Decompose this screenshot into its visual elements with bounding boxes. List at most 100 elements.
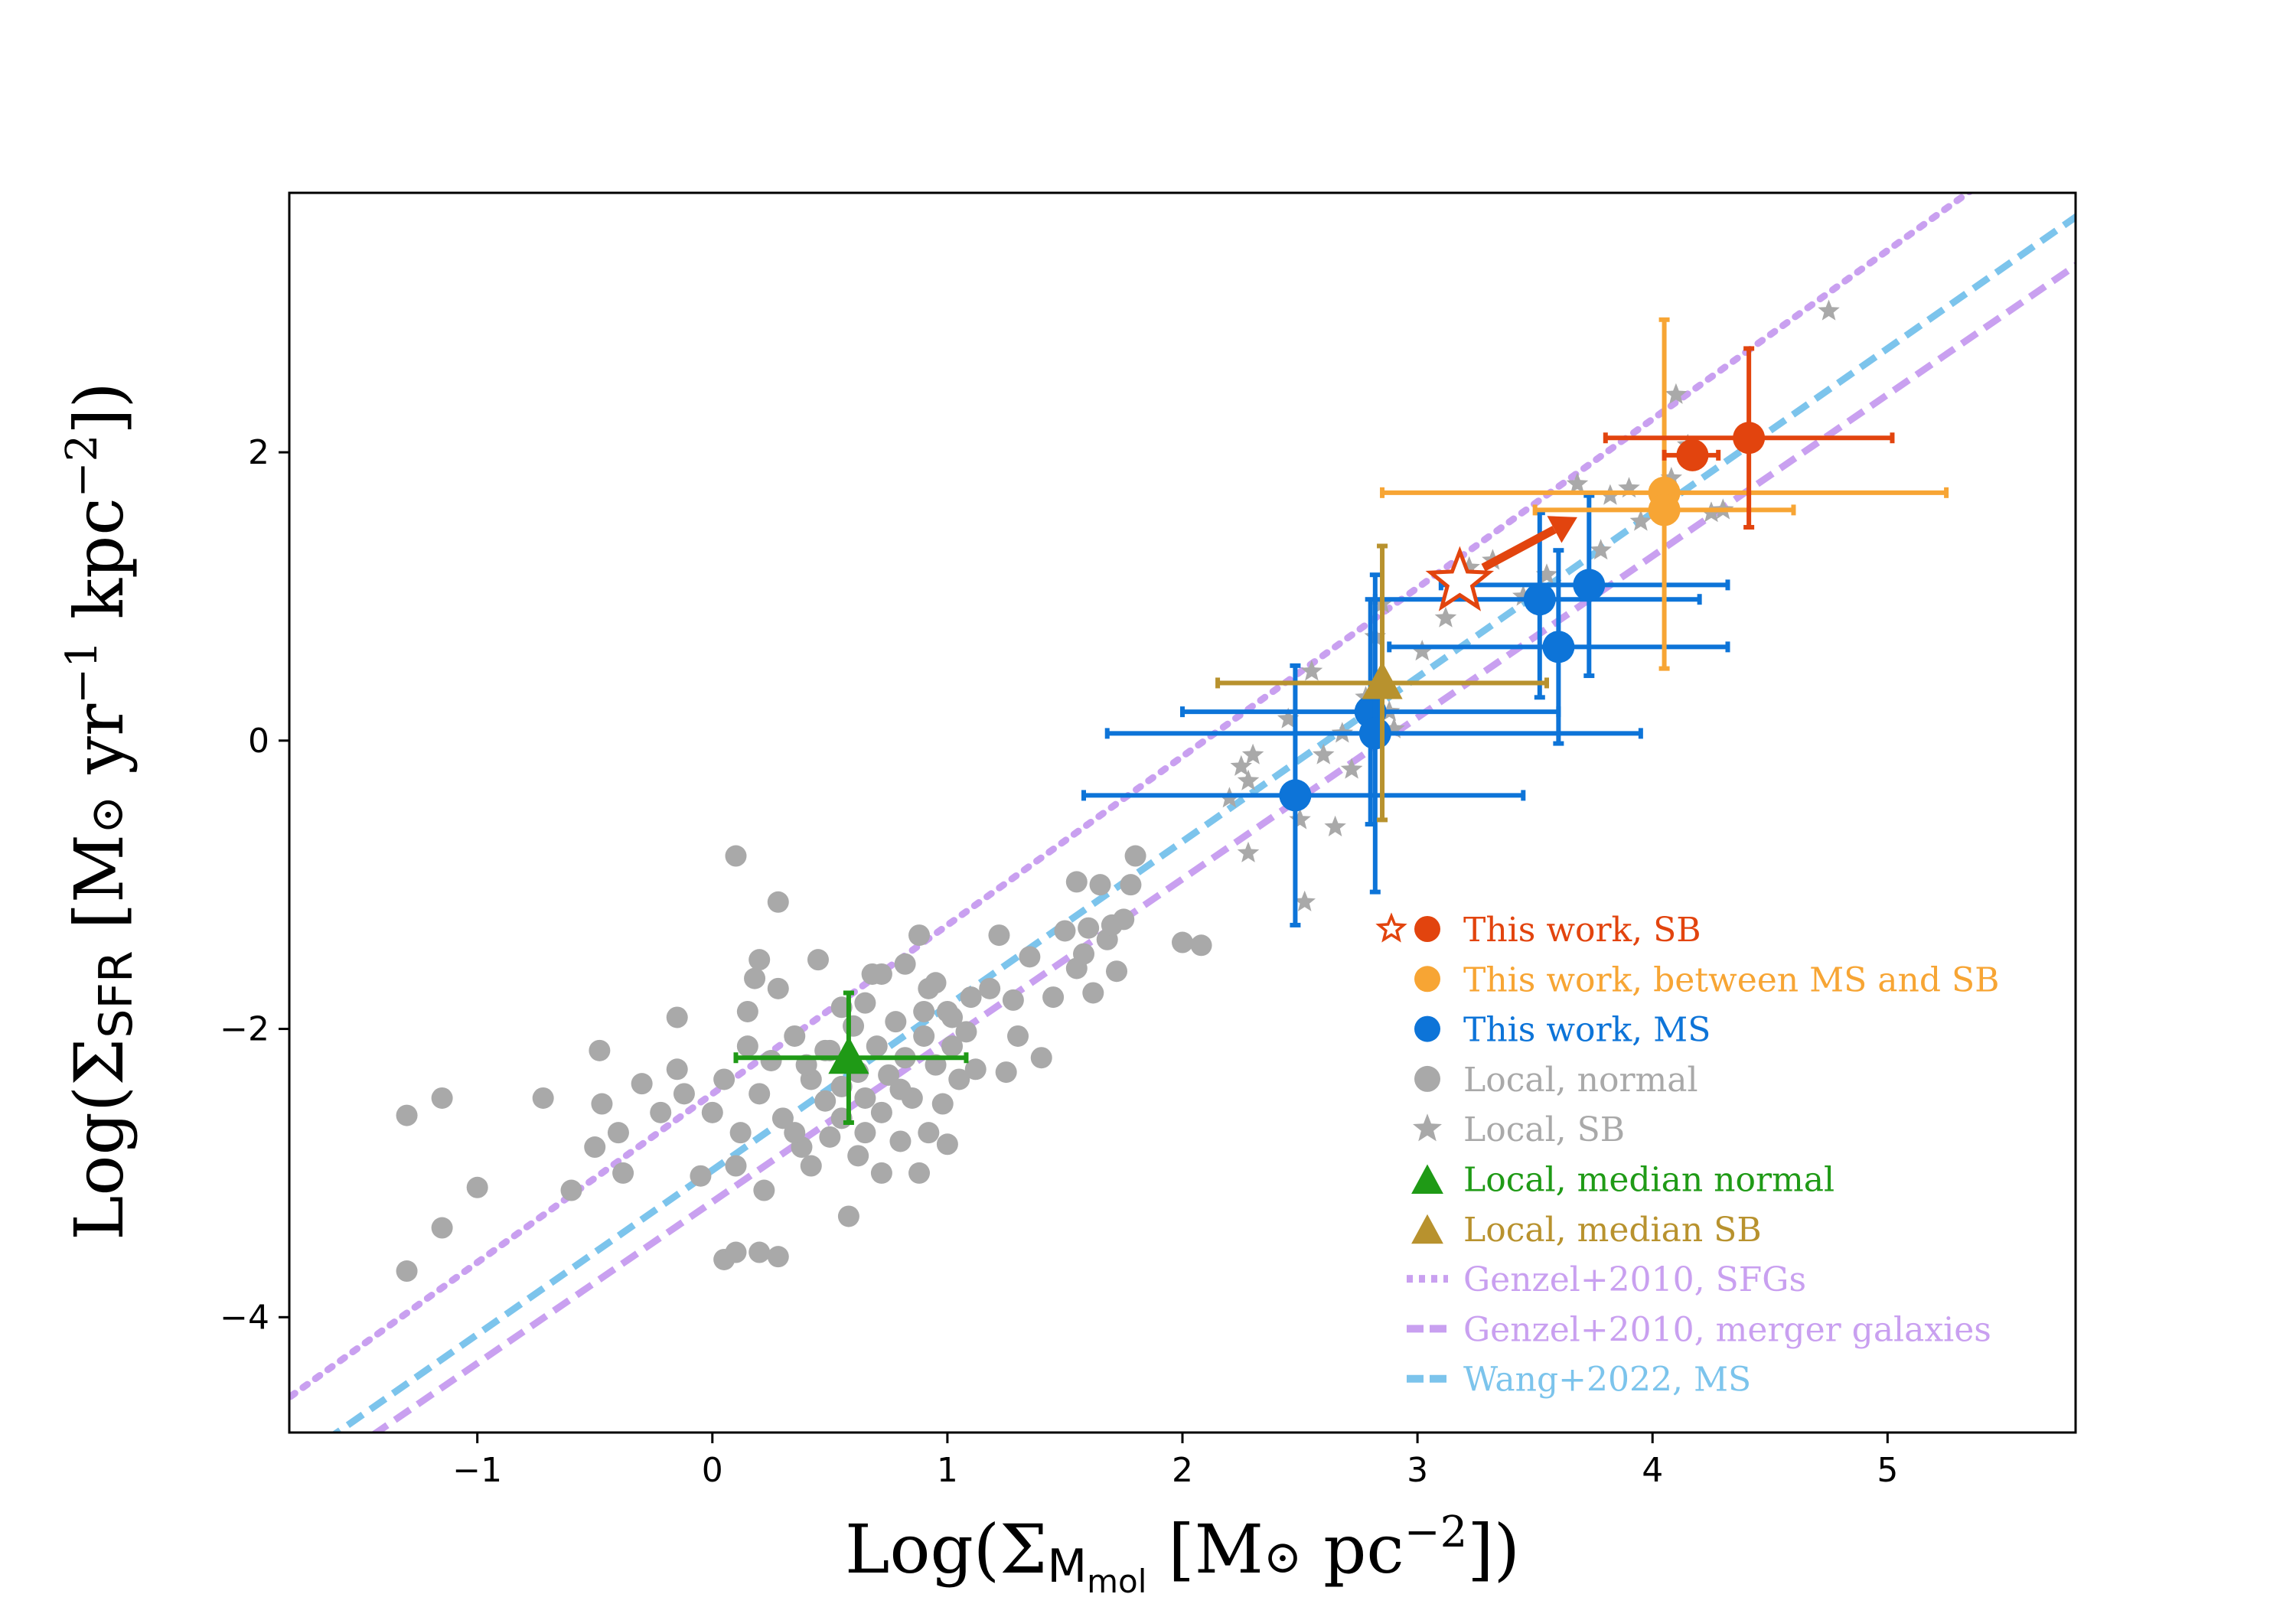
errorbar-point [1372,510,1702,700]
local-sb-star [1411,640,1433,661]
local-normal-point [589,1039,611,1061]
local-normal-point [1042,986,1065,1009]
local-normal-point [941,1035,964,1058]
local-normal-point [925,972,947,994]
legend-entry: Local, median SB [1411,1211,1762,1250]
local-normal-point [725,845,747,867]
local-normal-point [866,1035,888,1058]
local-normal-point [396,1104,418,1126]
local-normal-point [941,1006,964,1028]
local-sb-star [1660,467,1682,488]
median-triangle [1362,661,1403,699]
legend-entry: Wang+2022, MS [1407,1361,1751,1400]
local-normal-point [1190,934,1212,957]
local-normal-point [673,1083,695,1105]
local-normal-point [591,1093,613,1115]
local-sb-star [1383,717,1405,738]
local-normal-point [908,1162,931,1184]
arrow-head [1547,516,1577,543]
legend-label: Local, median SB [1463,1211,1762,1250]
local-normal-point [988,924,1010,947]
legend-marker [1414,966,1440,993]
local-normal-point [431,1087,453,1109]
local-sb-star [1237,769,1260,790]
local-normal-point [532,1087,554,1109]
legend-label: Wang+2022, MS [1463,1361,1751,1400]
local-normal-point [1073,943,1095,965]
local-normal-point [960,986,982,1009]
local-normal-point [767,891,789,913]
local-sb-star [1535,563,1558,585]
legend-entry: This work, between MS and SB [1414,960,1999,999]
local-normal-point [870,963,892,985]
local-sb-star [1300,660,1323,681]
data-point [1358,717,1391,750]
local-normal-point [885,1011,907,1033]
local-sb-star [1313,743,1335,764]
errorbar-point [1104,572,1643,895]
local-normal-point [878,1064,900,1086]
local-normal-point [1007,1025,1029,1047]
local-sb-star [1458,556,1480,577]
data-point [1542,631,1575,663]
data-point [1279,779,1312,812]
legend-label: Local, median normal [1463,1161,1835,1200]
local-normal-point [753,1179,775,1201]
fit-line [289,193,1975,1402]
local-normal-point [466,1176,488,1198]
local-sb-star [1818,299,1840,321]
local-normal-point [870,1162,892,1184]
local-normal-point [964,1058,987,1081]
local-normal-point [1019,946,1041,968]
legend-entry: This work, SB [1375,911,1701,950]
legend-entry: This work, MS [1414,1011,1711,1050]
local-normal-point [748,1083,771,1105]
local-sb-star [1237,841,1260,862]
local-normal-point [744,967,766,989]
local-normal-point [666,1058,688,1081]
local-sb-star [1277,707,1300,729]
local-sb-star [1566,472,1589,494]
y-tick-label: −2 [220,1010,269,1049]
local-normal-point [1002,989,1024,1011]
errorbar-point [1387,548,1730,746]
legend-marker [1411,1164,1443,1194]
fit-lines [289,193,2076,1433]
local-normal-point [854,992,876,1014]
legend-entry: Genzel+2010, SFGs [1407,1260,1806,1299]
legend-marker [1413,1113,1442,1142]
local-sb-star [1590,539,1612,560]
legend-entry: Local, normal [1414,1061,1698,1100]
local-normal-point [1030,1047,1052,1069]
x-axis-label: Log(ΣMmol [M⊙ pc−2]) [845,1508,1520,1600]
local-sb-star [1289,808,1311,830]
local-normal-point [847,1145,869,1167]
local-normal-point [814,1090,837,1112]
local-sb-star [1512,585,1534,606]
x-tick-label: 1 [937,1451,958,1490]
legend-entry: Genzel+2010, merger galaxies [1407,1310,1991,1349]
errorbar-point [1215,543,1550,823]
errorbar-point [1438,493,1730,679]
local-normal-point [767,977,789,999]
legend-marker [1414,1065,1440,1092]
local-sb-star [1618,477,1640,498]
local-normal-point [771,1107,794,1129]
local-normal-point [784,1122,806,1144]
errorbar-points [733,317,1949,1125]
x-tick-label: 0 [702,1451,723,1490]
legend-marker [1414,916,1440,942]
local-normal-point [854,1122,876,1144]
local-normal-point [1054,920,1076,942]
legend-marker [1411,1214,1443,1244]
local-sb-star [1324,815,1346,836]
local-normal-point [736,1000,758,1022]
x-tick-label: 4 [1642,1451,1663,1490]
local-normal-point [955,1021,977,1043]
local-normal-point [1120,874,1142,896]
legend-label: Local, SB [1463,1110,1625,1149]
legend-label: This work, SB [1463,911,1701,950]
errorbar-point [1081,663,1526,927]
local-normal-point [837,1205,859,1227]
local-normal-point [760,1050,782,1071]
